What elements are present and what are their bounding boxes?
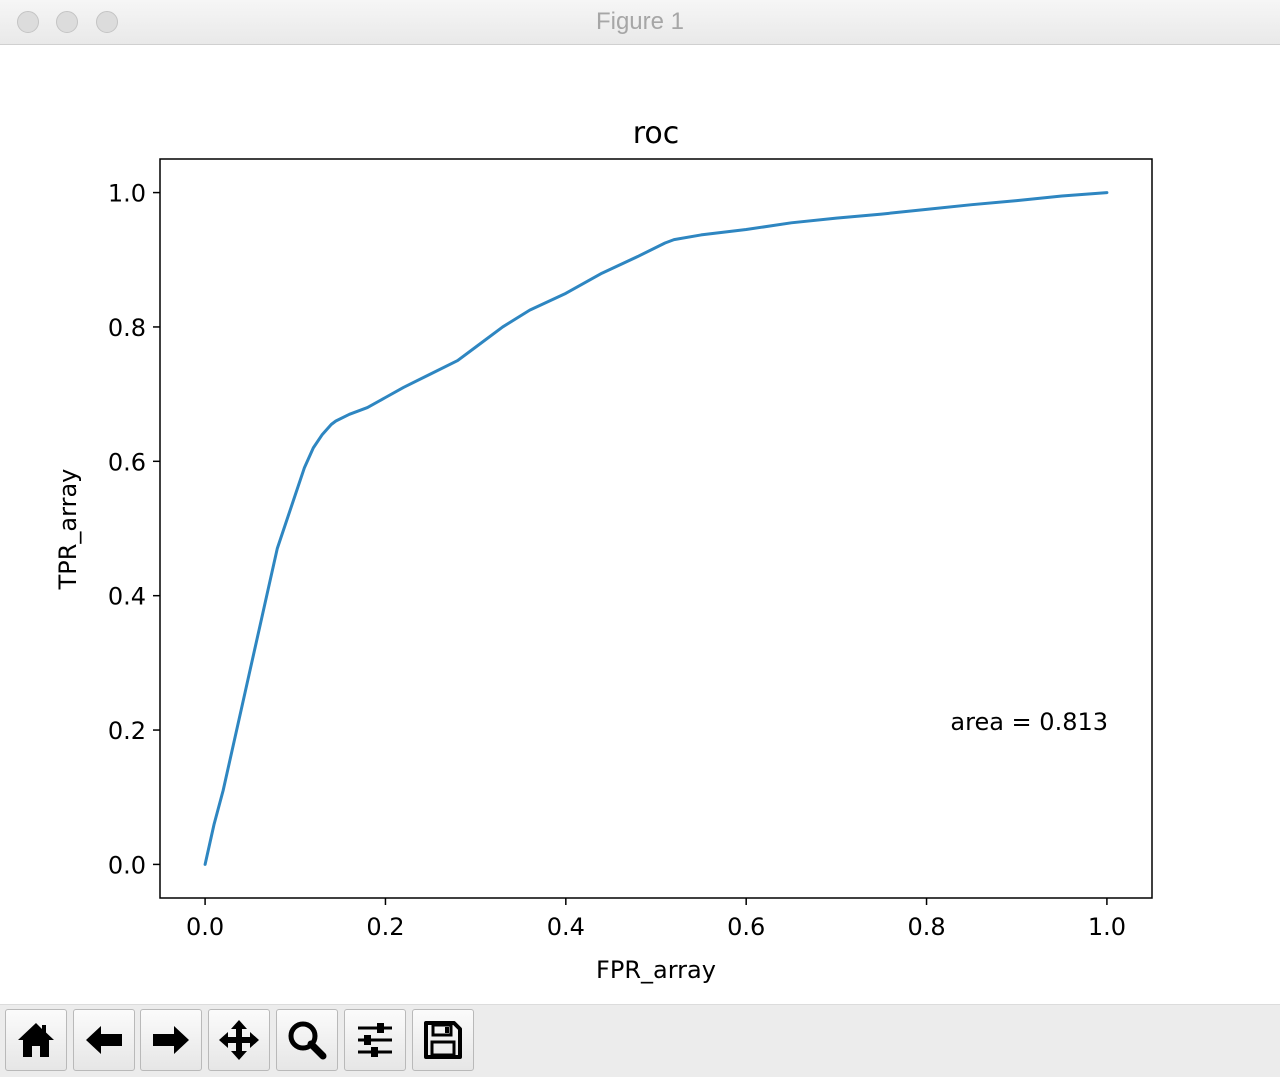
floppy-disk-icon bbox=[424, 1021, 462, 1059]
x-axis-label: FPR_array bbox=[596, 956, 716, 984]
magnifier-icon bbox=[288, 1021, 327, 1060]
y-tick-label: 0.8 bbox=[108, 314, 146, 342]
minimize-window-button[interactable] bbox=[56, 11, 78, 33]
x-tick-label: 1.0 bbox=[1088, 913, 1126, 941]
area-annotation: area = 0.813 bbox=[950, 708, 1108, 736]
close-window-button[interactable] bbox=[17, 11, 39, 33]
y-tick-label: 0.6 bbox=[108, 448, 146, 476]
arrow-right-icon bbox=[153, 1026, 189, 1054]
y-tick-label: 0.4 bbox=[108, 583, 146, 611]
title-bar: Figure 1 bbox=[0, 0, 1280, 45]
x-tick-label: 0.6 bbox=[727, 913, 765, 941]
y-tick-label: 0.2 bbox=[108, 717, 146, 745]
home-button[interactable] bbox=[5, 1009, 67, 1071]
sliders-icon bbox=[358, 1023, 392, 1057]
chart-marks: 0.0 0.2 0.4 0.6 0.8 1.0 0.0 0.2 0.4 0.6 0.8 1.0 bbox=[108, 180, 1126, 941]
move-icon bbox=[219, 1020, 259, 1060]
y-axis-label: TPR_array bbox=[54, 469, 82, 591]
x-tick-label: 0.2 bbox=[366, 913, 404, 941]
x-tick-label: 0.0 bbox=[186, 913, 224, 941]
roc-chart: 0.0 0.2 0.4 0.6 0.8 1.0 0.0 0.2 0.4 0.6 0.8 1.0 roc… bbox=[54, 116, 1153, 984]
subplots-button[interactable] bbox=[344, 1009, 406, 1071]
y-tick-label: 0.0 bbox=[108, 851, 146, 879]
x-tick-label: 0.4 bbox=[547, 913, 585, 941]
pan-button[interactable] bbox=[208, 1009, 270, 1071]
figure-canvas: 0.0 0.2 0.4 0.6 0.8 1.0 0.0 0.2 0.4 0.6 0.8 1.0 roc… bbox=[0, 45, 1280, 1003]
axes-frame bbox=[159, 158, 1153, 899]
window-title: Figure 1 bbox=[595, 8, 685, 35]
roc-curve-line bbox=[203, 191, 1109, 866]
chart-title: roc bbox=[633, 116, 680, 151]
zoom-button[interactable] bbox=[276, 1009, 338, 1071]
home-icon bbox=[18, 1023, 54, 1057]
navigation-toolbar bbox=[0, 1004, 1280, 1077]
forward-button[interactable] bbox=[140, 1009, 202, 1071]
back-button[interactable] bbox=[73, 1009, 135, 1071]
arrow-left-icon bbox=[86, 1026, 122, 1054]
save-button[interactable] bbox=[412, 1009, 474, 1071]
zoom-window-button[interactable] bbox=[96, 11, 118, 33]
y-tick-label: 1.0 bbox=[108, 180, 146, 208]
x-tick-label: 0.8 bbox=[907, 913, 945, 941]
